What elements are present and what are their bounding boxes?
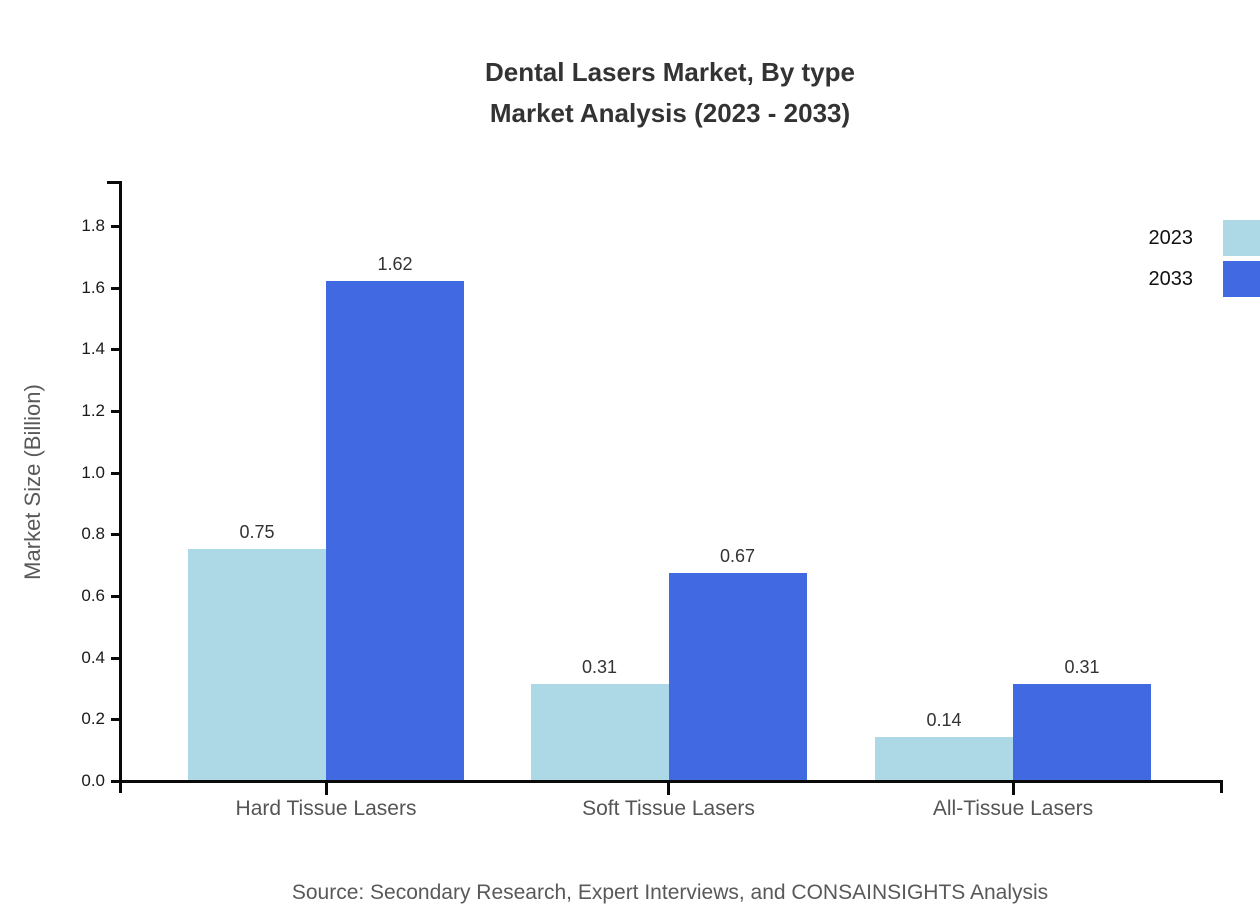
y-tick-mark: [111, 656, 119, 660]
y-axis-endcap-tick: [107, 181, 119, 184]
y-tick-mark: [111, 780, 119, 783]
bar-value-label: 0.67: [719, 546, 756, 567]
legend-swatch-2033: [1223, 261, 1260, 297]
y-tick-mark: [111, 348, 119, 352]
x-tick-mark: [1011, 783, 1015, 795]
y-tick-label: 0.4: [81, 647, 105, 667]
x-axis-endcap-tick: [1220, 780, 1223, 793]
bar-value-label: 0.14: [926, 709, 962, 730]
x-tick-mark: [667, 783, 670, 795]
y-tick-mark: [111, 533, 119, 537]
chart-title-line1: Dental Lasers Market, By type: [485, 57, 855, 87]
y-tick-mark: [111, 718, 119, 722]
y-tick-mark: [111, 595, 119, 599]
y-tick-label: 1.8: [81, 216, 105, 236]
bar-2023-all-tissue-lasers: [875, 736, 1013, 780]
x-category-label: All-Tissue Lasers: [932, 797, 1094, 820]
y-tick-label: 0.0: [81, 771, 105, 790]
y-axis-spine: [119, 181, 122, 793]
y-tick-label: 0.6: [81, 586, 105, 606]
y-tick-mark: [111, 225, 119, 229]
source-note: Source: Secondary Research, Expert Inter…: [291, 881, 1049, 904]
bar-2033-all-tissue-lasers: [1013, 684, 1151, 780]
y-tick-label: 1.4: [81, 339, 105, 359]
bar-value-label: 0.75: [239, 521, 275, 542]
bar-2023-hard-tissue-lasers: [188, 548, 326, 780]
y-tick-label: 1.6: [81, 277, 105, 297]
x-category-label: Soft Tissue Lasers: [582, 797, 755, 820]
y-tick-label: 1.2: [81, 401, 105, 421]
bar-value-label: 0.31: [1064, 657, 1100, 678]
chart-title-line2: Market Analysis (2023 - 2033): [489, 98, 851, 128]
legend-label-2023: 2023: [1148, 227, 1194, 249]
x-axis-spine: [119, 780, 1223, 783]
x-category-label: Hard Tissue Lasers: [235, 797, 417, 820]
legend-swatch-2023: [1223, 220, 1260, 256]
y-axis-label: Market Size (Billion): [20, 384, 45, 580]
legend-label-2033: 2033: [1148, 268, 1194, 290]
bar-value-label: 0.31: [581, 657, 618, 678]
y-tick-mark: [111, 286, 119, 290]
y-tick-mark: [111, 410, 119, 414]
y-tick-label: 0.2: [81, 709, 105, 729]
bar-2033-hard-tissue-lasers: [326, 280, 464, 780]
y-tick-label: 0.8: [81, 524, 105, 544]
bar-2033-soft-tissue-lasers: [668, 573, 807, 780]
bar-value-label: 1.62: [377, 253, 413, 274]
bar-2023-soft-tissue-lasers: [530, 684, 669, 780]
x-tick-mark: [324, 783, 328, 795]
chart-title: Dental Lasers Market, By type Market Ana…: [80, 52, 1260, 134]
y-tick-label: 1.0: [81, 462, 105, 482]
y-tick-mark: [111, 471, 119, 475]
